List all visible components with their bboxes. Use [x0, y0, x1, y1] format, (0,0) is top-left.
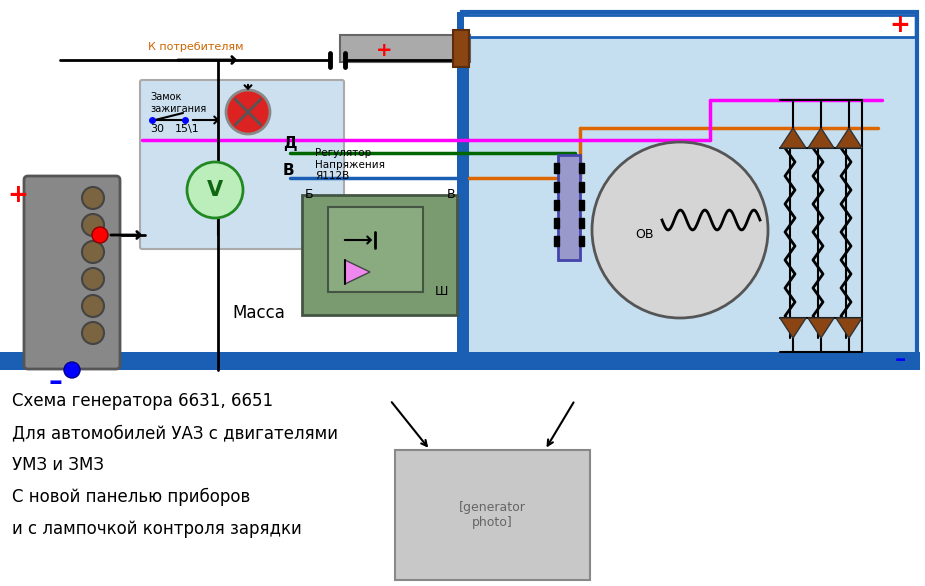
Text: Схема генератора 6631, 6651: Схема генератора 6631, 6651 — [12, 392, 273, 410]
Bar — [464, 15, 914, 37]
Text: Регулятор
Напряжения
Я112В: Регулятор Напряжения Я112В — [315, 148, 385, 181]
Bar — [579, 218, 584, 228]
Text: +: + — [376, 40, 392, 60]
Text: ОВ: ОВ — [635, 228, 654, 241]
Bar — [579, 182, 584, 192]
Circle shape — [82, 322, 104, 344]
Text: Масса: Масса — [232, 304, 285, 322]
Bar — [457, 12, 469, 370]
Text: –: – — [48, 368, 62, 396]
Bar — [554, 200, 559, 210]
Bar — [328, 207, 423, 292]
Bar — [302, 195, 457, 315]
Bar — [579, 236, 584, 246]
Bar — [554, 236, 559, 246]
Bar — [340, 35, 470, 62]
Circle shape — [82, 187, 104, 209]
Text: Ш: Ш — [435, 285, 449, 298]
Polygon shape — [808, 128, 834, 148]
Text: +: + — [7, 183, 29, 207]
Circle shape — [82, 295, 104, 317]
Circle shape — [92, 227, 108, 243]
Text: 15\1: 15\1 — [175, 124, 200, 134]
Text: V: V — [207, 180, 223, 200]
Text: Д: Д — [283, 136, 297, 151]
Bar — [554, 163, 559, 173]
Bar — [453, 30, 469, 67]
Text: 30: 30 — [150, 124, 164, 134]
Bar — [558, 155, 580, 260]
Polygon shape — [780, 128, 806, 148]
Circle shape — [187, 162, 243, 218]
Text: С новой панелью приборов: С новой панелью приборов — [12, 488, 251, 506]
Circle shape — [82, 268, 104, 290]
Text: К потребителям: К потребителям — [148, 42, 243, 52]
FancyBboxPatch shape — [140, 80, 344, 249]
Polygon shape — [836, 318, 862, 338]
FancyBboxPatch shape — [24, 176, 120, 369]
Polygon shape — [808, 318, 834, 338]
Bar — [579, 200, 584, 210]
Polygon shape — [780, 318, 806, 338]
Text: [generator
photo]: [generator photo] — [459, 501, 525, 529]
Bar — [0, 352, 920, 370]
Text: УМЗ и ЗМЗ: УМЗ и ЗМЗ — [12, 456, 104, 474]
Bar — [462, 12, 917, 364]
Circle shape — [82, 214, 104, 236]
Bar — [395, 450, 590, 580]
Text: и с лампочкой контроля зарядки: и с лампочкой контроля зарядки — [12, 520, 302, 538]
Text: –: – — [894, 350, 906, 370]
Text: Б: Б — [305, 188, 314, 201]
Text: В: В — [283, 163, 295, 178]
Circle shape — [592, 142, 768, 318]
Text: В: В — [447, 188, 456, 201]
Bar — [579, 163, 584, 173]
Text: Для автомобилей УАЗ с двигателями: Для автомобилей УАЗ с двигателями — [12, 424, 338, 442]
Circle shape — [82, 241, 104, 263]
Polygon shape — [836, 128, 862, 148]
Polygon shape — [345, 260, 370, 284]
Circle shape — [64, 362, 80, 378]
Text: Замок
зажигания: Замок зажигания — [150, 92, 206, 114]
Bar — [554, 182, 559, 192]
Circle shape — [226, 90, 270, 134]
Bar — [554, 218, 559, 228]
Text: +: + — [890, 13, 910, 37]
